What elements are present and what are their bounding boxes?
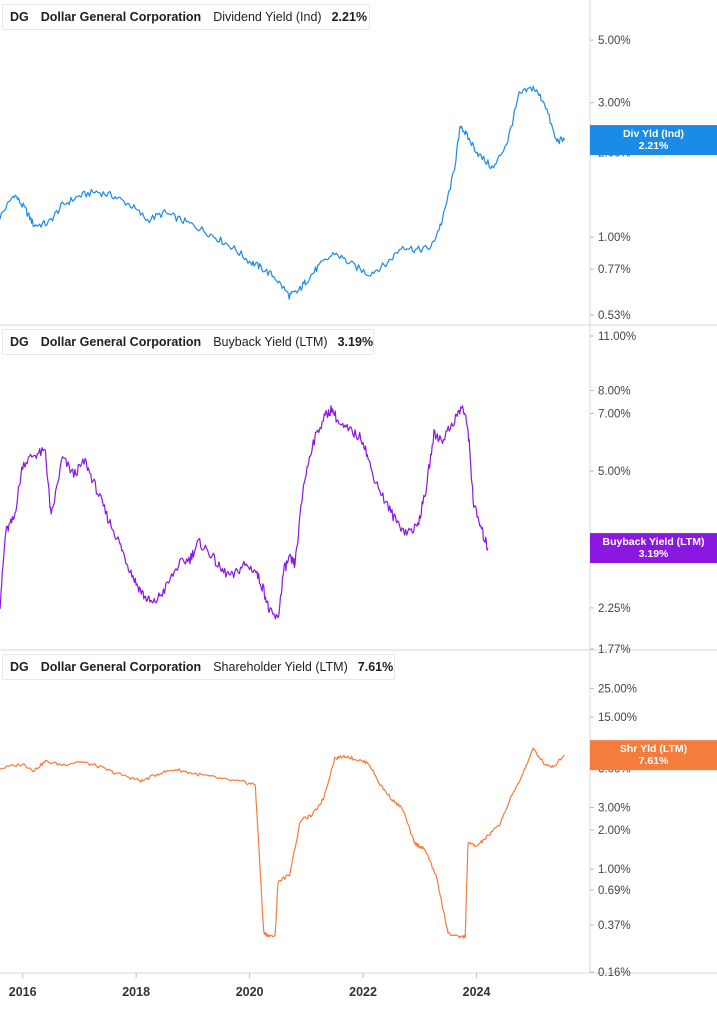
panel-3-metric: Shareholder Yield (LTM) xyxy=(213,660,348,674)
series-line-3 xyxy=(0,747,565,939)
y-tick-label: 5.00% xyxy=(598,466,631,478)
value-marker-label: Shr Yld (LTM) xyxy=(620,743,687,755)
panel-1-latest-value: 2.21% xyxy=(331,10,368,24)
series-line-1 xyxy=(0,85,566,300)
x-tick-label: 2018 xyxy=(122,985,150,999)
y-tick-label: 2.25% xyxy=(598,603,631,615)
value-marker-2 xyxy=(590,533,717,564)
value-marker-value: 7.61% xyxy=(639,755,669,767)
value-marker-value: 2.21% xyxy=(639,140,669,152)
panel-2-company: Dollar General Corporation xyxy=(40,335,202,349)
panel-3-ticker: DG xyxy=(10,660,29,674)
value-marker-label: Div Yld (Ind) xyxy=(623,128,684,140)
value-marker-3 xyxy=(590,740,717,771)
series-line-2 xyxy=(0,405,489,620)
panel-2-metric: Buyback Yield (LTM) xyxy=(213,335,328,349)
x-tick-label: 2016 xyxy=(9,985,37,999)
y-tick-label: 2.00% xyxy=(598,825,631,837)
panel-3-latest-value: 7.61% xyxy=(357,660,394,674)
y-tick-label: 11.00% xyxy=(598,331,636,343)
y-tick-label: 15.00% xyxy=(598,712,637,724)
y-tick-label: 3.00% xyxy=(598,98,631,110)
y-tick-label: 1.77% xyxy=(598,644,631,656)
panel-3-company: Dollar General Corporation xyxy=(40,660,202,674)
y-tick-label: 0.53% xyxy=(598,310,631,322)
y-tick-label: 25.00% xyxy=(598,683,637,695)
panel-2-header: DG Dollar General Corporation Buyback Yi… xyxy=(2,329,374,355)
value-marker-label: Buyback Yield (LTM) xyxy=(603,536,705,548)
y-tick-label: 1.00% xyxy=(598,864,631,876)
x-tick-label: 2022 xyxy=(349,985,377,999)
y-tick-label: 1.00% xyxy=(598,232,631,244)
panel-1-metric: Dividend Yield (Ind) xyxy=(213,10,322,24)
y-tick-label: 8.00% xyxy=(598,386,631,398)
x-tick-label: 2024 xyxy=(463,985,491,999)
panel-1-header: DG Dollar General Corporation Dividend Y… xyxy=(2,4,370,30)
y-tick-label: 0.16% xyxy=(598,967,631,979)
y-tick-label: 0.37% xyxy=(598,920,631,932)
value-marker-value: 3.19% xyxy=(639,548,669,560)
y-tick-label: 0.77% xyxy=(598,264,631,276)
x-tick-label: 2020 xyxy=(236,985,264,999)
panel-1-company: Dollar General Corporation xyxy=(40,10,202,24)
panel-2-latest-value: 3.19% xyxy=(337,335,374,349)
y-tick-label: 7.00% xyxy=(598,408,631,420)
value-marker-1 xyxy=(590,125,717,156)
y-tick-label: 5.00% xyxy=(598,35,631,47)
panel-1-ticker: DG xyxy=(10,10,29,24)
y-tick-label: 0.69% xyxy=(598,885,631,897)
panel-3-header: DG Dollar General Corporation Shareholde… xyxy=(2,654,395,680)
panel-2-ticker: DG xyxy=(10,335,29,349)
y-tick-label: 3.00% xyxy=(598,802,631,814)
